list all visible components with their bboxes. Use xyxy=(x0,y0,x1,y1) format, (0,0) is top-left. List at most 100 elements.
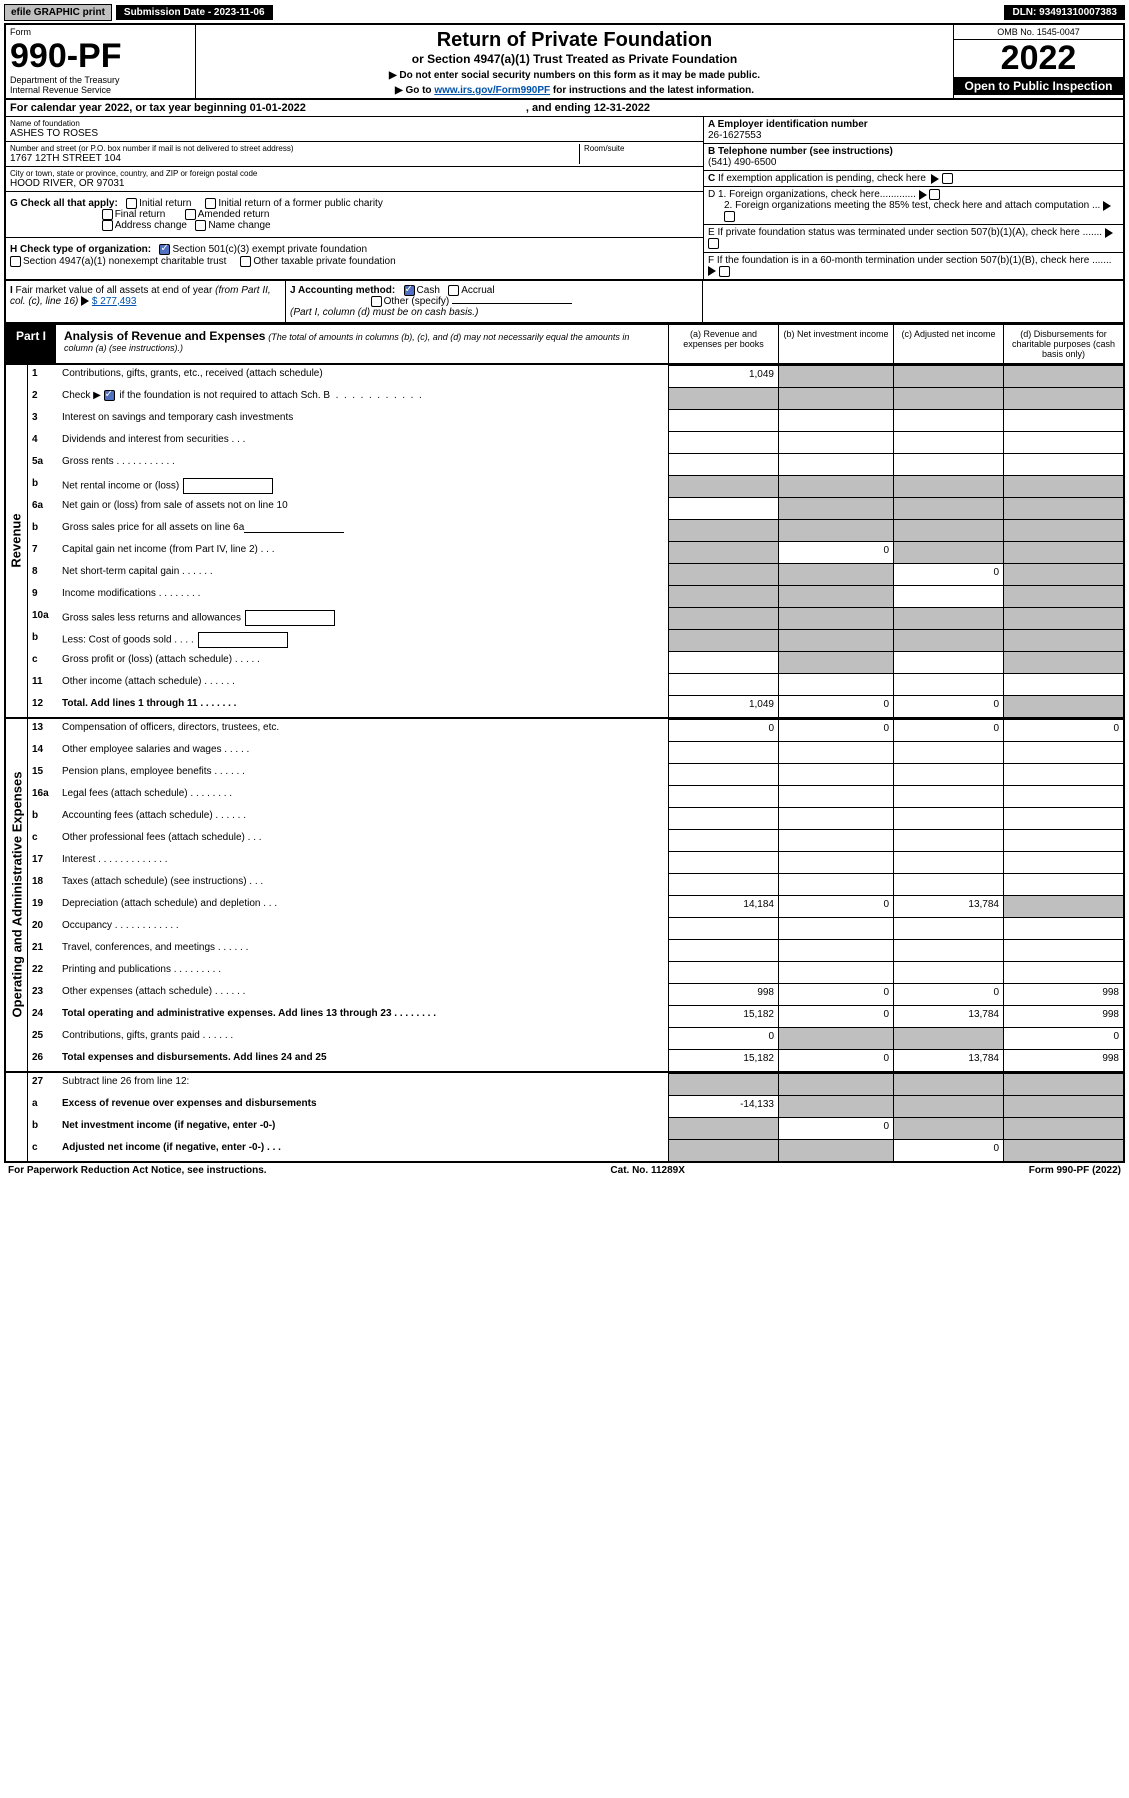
row-desc: Net short-term capital gain . . . . . . xyxy=(60,563,668,585)
data-cell: 0 xyxy=(668,719,778,741)
row-num: 5a xyxy=(28,453,60,475)
data-cell: 13,784 xyxy=(893,1049,1003,1071)
chk-address-change[interactable] xyxy=(102,220,113,231)
row-num: 24 xyxy=(28,1005,60,1027)
address-label: Number and street (or P.O. box number if… xyxy=(10,144,579,153)
data-cell xyxy=(1003,1139,1123,1161)
efile-print-button[interactable]: efile GRAPHIC print xyxy=(4,4,112,21)
row-num: 22 xyxy=(28,961,60,983)
f-label: F If the foundation is in a 60-month ter… xyxy=(708,255,1112,266)
data-cell xyxy=(668,1139,778,1161)
data-cell xyxy=(778,519,893,541)
irs-link[interactable]: www.irs.gov/Form990PF xyxy=(434,85,550,96)
row-num: 16a xyxy=(28,785,60,807)
chk-501c3[interactable] xyxy=(159,244,170,255)
chk-e[interactable] xyxy=(708,238,719,249)
data-cell xyxy=(668,763,778,785)
data-cell xyxy=(893,763,1003,785)
chk-d1[interactable] xyxy=(929,189,940,200)
row-desc: Less: Cost of goods sold . . . . xyxy=(60,629,668,651)
row-num: b xyxy=(28,629,60,651)
chk-d2[interactable] xyxy=(724,211,735,222)
chk-c[interactable] xyxy=(942,173,953,184)
row-num: 20 xyxy=(28,917,60,939)
data-cell: 998 xyxy=(668,983,778,1005)
table-row: bGross sales price for all assets on lin… xyxy=(28,519,1123,541)
chk-initial-former[interactable] xyxy=(205,198,216,209)
row-desc: Pension plans, employee benefits . . . .… xyxy=(60,763,668,785)
chk-final-return[interactable] xyxy=(102,209,113,220)
data-cell xyxy=(1003,629,1123,651)
row-num: 12 xyxy=(28,695,60,717)
chk-name-change[interactable] xyxy=(195,220,206,231)
table-row: bAccounting fees (attach schedule) . . .… xyxy=(28,807,1123,829)
data-cell xyxy=(668,673,778,695)
data-cell: 998 xyxy=(1003,1005,1123,1027)
row-desc: Excess of revenue over expenses and disb… xyxy=(60,1095,668,1117)
chk-other-method[interactable] xyxy=(371,296,382,307)
inline-value-box[interactable] xyxy=(183,478,273,494)
chk-cash[interactable] xyxy=(404,285,415,296)
row-desc: Contributions, gifts, grants, etc., rece… xyxy=(60,365,668,387)
row-desc: Check ▶ if the foundation is not require… xyxy=(60,387,668,409)
j-accrual: Accrual xyxy=(461,285,494,296)
data-cell xyxy=(778,585,893,607)
chk-other-taxable[interactable] xyxy=(240,256,251,267)
data-cell: 15,182 xyxy=(668,1005,778,1027)
row-num: 2 xyxy=(28,387,60,409)
cal-begin: For calendar year 2022, or tax year begi… xyxy=(10,102,306,114)
dept: Department of the Treasury xyxy=(10,75,191,85)
row-num: c xyxy=(28,1139,60,1161)
data-cell xyxy=(893,365,1003,387)
foundation-name-cell: Name of foundation ASHES TO ROSES xyxy=(6,117,703,142)
table-row: 27Subtract line 26 from line 12: xyxy=(28,1073,1123,1095)
data-cell xyxy=(668,961,778,983)
data-cell xyxy=(778,1073,893,1095)
data-cell xyxy=(668,939,778,961)
i-arrow-icon xyxy=(81,296,89,306)
chk-schb[interactable] xyxy=(104,390,115,401)
data-cell xyxy=(778,453,893,475)
row-num: c xyxy=(28,829,60,851)
chk-amended[interactable] xyxy=(185,209,196,220)
data-cell: 0 xyxy=(778,1005,893,1027)
g-row: G Check all that apply: Initial return I… xyxy=(6,192,703,238)
data-cell xyxy=(778,829,893,851)
inline-value-box[interactable] xyxy=(198,632,288,648)
row-desc: Taxes (attach schedule) (see instruction… xyxy=(60,873,668,895)
data-cell: 0 xyxy=(893,719,1003,741)
data-cell xyxy=(668,829,778,851)
table-row: 15Pension plans, employee benefits . . .… xyxy=(28,763,1123,785)
table-row: 16aLegal fees (attach schedule) . . . . … xyxy=(28,785,1123,807)
row-desc: Gross profit or (loss) (attach schedule)… xyxy=(60,651,668,673)
table-row: bNet investment income (if negative, ent… xyxy=(28,1117,1123,1139)
ein: 26-1627553 xyxy=(708,130,1119,141)
chk-accrual[interactable] xyxy=(448,285,459,296)
g-o3: Final return xyxy=(115,209,166,220)
data-cell: 13,784 xyxy=(893,895,1003,917)
chk-f[interactable] xyxy=(719,266,730,277)
g-o1: Initial return xyxy=(139,198,191,209)
row-num: 7 xyxy=(28,541,60,563)
data-cell xyxy=(668,741,778,763)
table-row: 7Capital gain net income (from Part IV, … xyxy=(28,541,1123,563)
data-cell: 998 xyxy=(1003,1049,1123,1071)
data-cell xyxy=(778,431,893,453)
table-row: aExcess of revenue over expenses and dis… xyxy=(28,1095,1123,1117)
form-number: 990-PF xyxy=(10,39,191,73)
chk-initial-return[interactable] xyxy=(126,198,137,209)
data-cell xyxy=(1003,873,1123,895)
inline-value-box[interactable] xyxy=(245,610,335,626)
revenue-side-label: Revenue xyxy=(6,365,28,717)
chk-4947[interactable] xyxy=(10,256,21,267)
row-num: b xyxy=(28,519,60,541)
data-cell xyxy=(668,607,778,629)
data-cell xyxy=(1003,785,1123,807)
data-cell xyxy=(668,1117,778,1139)
submission-date: Submission Date - 2023-11-06 xyxy=(116,5,273,20)
data-cell xyxy=(1003,895,1123,917)
data-cell xyxy=(668,629,778,651)
irs: Internal Revenue Service xyxy=(10,85,191,95)
col-b-hdr: (b) Net investment income xyxy=(778,325,893,363)
data-cell xyxy=(1003,541,1123,563)
